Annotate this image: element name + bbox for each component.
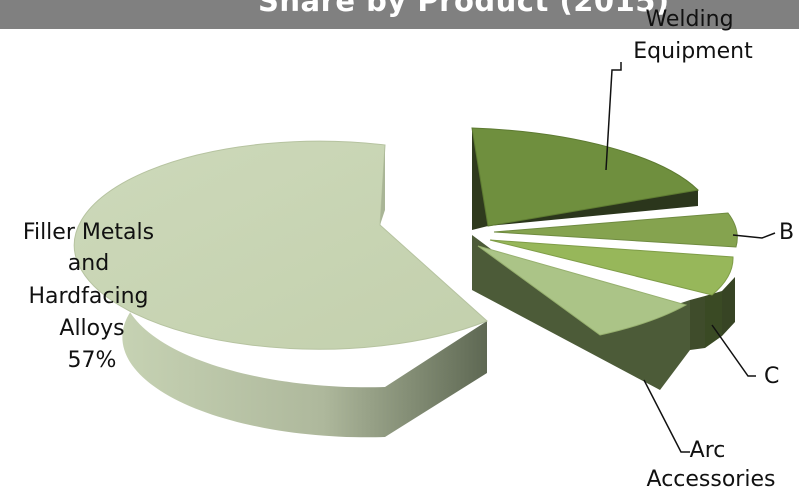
slice-filler-metals-inner (380, 145, 385, 225)
slice-welding-equipment (471, 127, 700, 227)
label-b: B (779, 220, 794, 245)
label-welding-equipment: Welding Equipment (633, 7, 753, 64)
chart-title: Share by Product (2015) (258, 0, 670, 18)
slice-filler-metals-side (122, 250, 487, 438)
slice-b (493, 212, 738, 248)
slice-filler-metals (73, 140, 488, 438)
leader-line-arc-accessories (643, 379, 690, 453)
label-c: C (764, 364, 779, 389)
leader-line-c (711, 324, 756, 377)
slice-c (489, 239, 734, 296)
leader-line-b (732, 232, 776, 239)
slice-filler-metals-top (73, 140, 488, 350)
leader-line-welding-equipment (605, 62, 622, 171)
slice-arc-accessories (477, 245, 688, 336)
label-filler-metals-value: 57% (68, 348, 117, 373)
label-filler-metals: Filler Metals and Hardfacing Alloys (23, 220, 161, 341)
title-bar: Share by Product (2015) (0, 0, 799, 29)
label-arc-accessories: Arc Accessories (647, 438, 776, 492)
